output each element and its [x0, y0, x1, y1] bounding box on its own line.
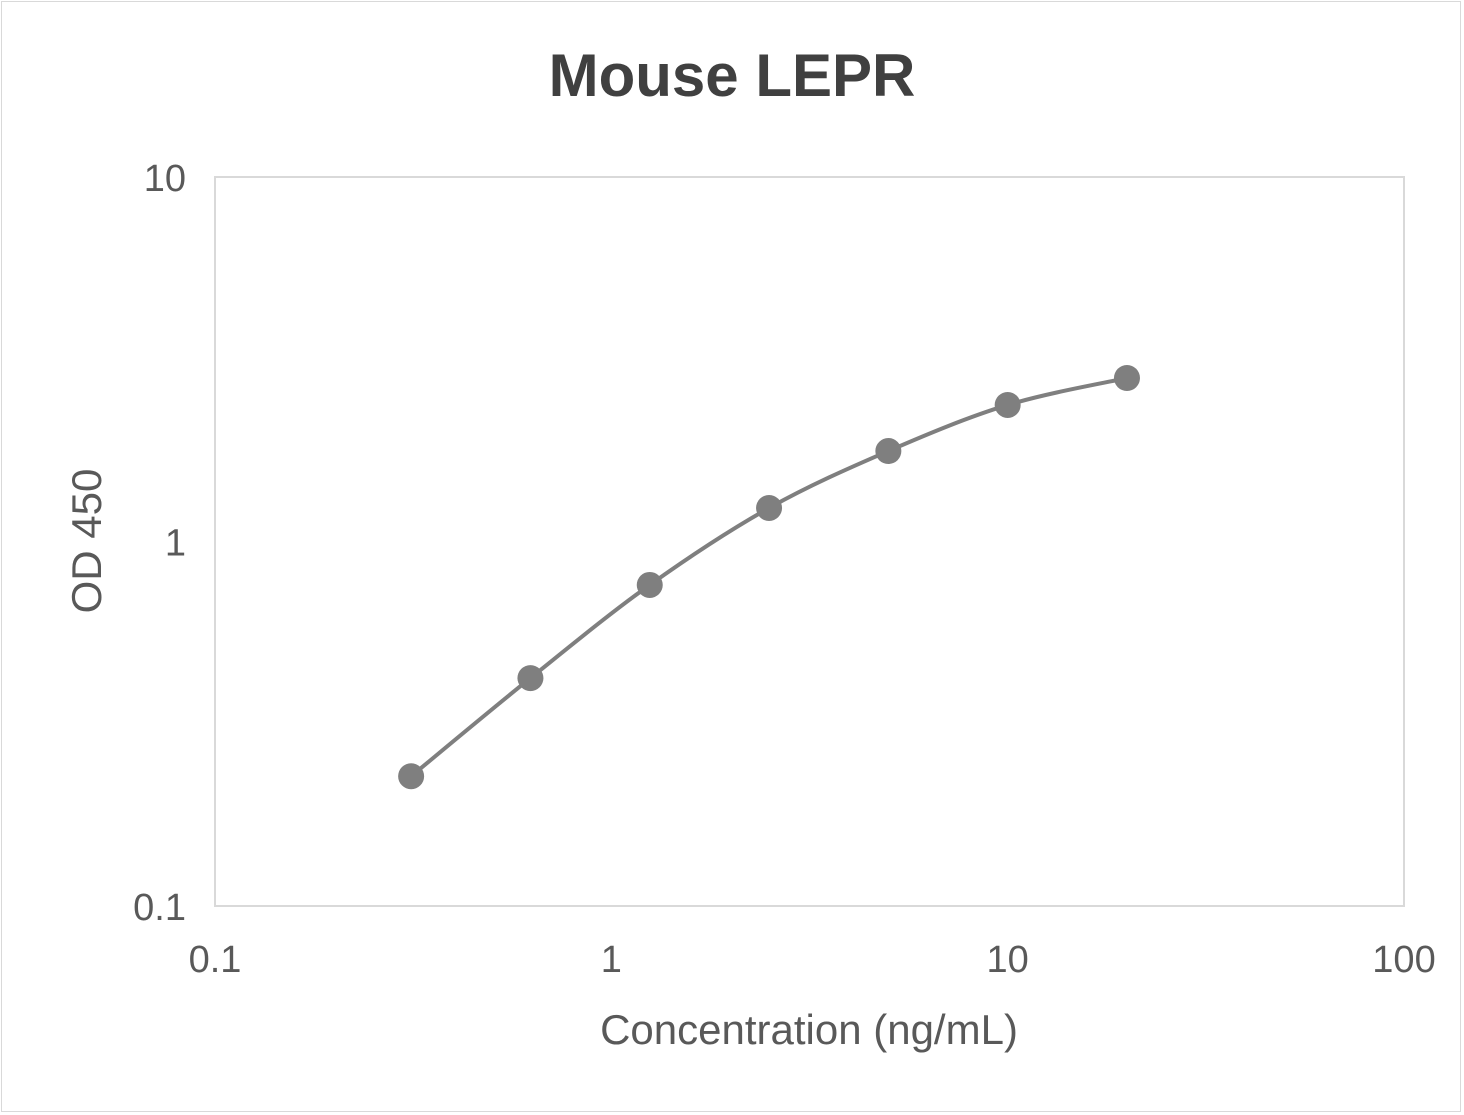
y-tick-label: 1 — [165, 523, 186, 565]
data-point — [517, 665, 544, 692]
data-point — [994, 391, 1021, 418]
x-axis-label: Concentration (ng/mL) — [600, 1006, 1018, 1053]
y-axis-label: OD 450 — [63, 469, 110, 614]
x-tick-label: 10 — [987, 939, 1029, 981]
x-tick-label: 1 — [601, 939, 622, 981]
data-point — [398, 763, 425, 790]
series-line — [409, 376, 1128, 778]
data-point — [636, 571, 663, 598]
x-tick-label: 0.1 — [189, 939, 242, 981]
data-point — [756, 494, 783, 521]
y-tick-label: 10 — [144, 158, 186, 200]
data-point — [1113, 365, 1140, 392]
data-point — [875, 438, 902, 465]
chart-title: Mouse LEPR — [549, 42, 916, 109]
x-tick-label: 100 — [1372, 939, 1435, 981]
plot-area — [214, 176, 1405, 907]
y-tick-label: 0.1 — [133, 887, 186, 929]
